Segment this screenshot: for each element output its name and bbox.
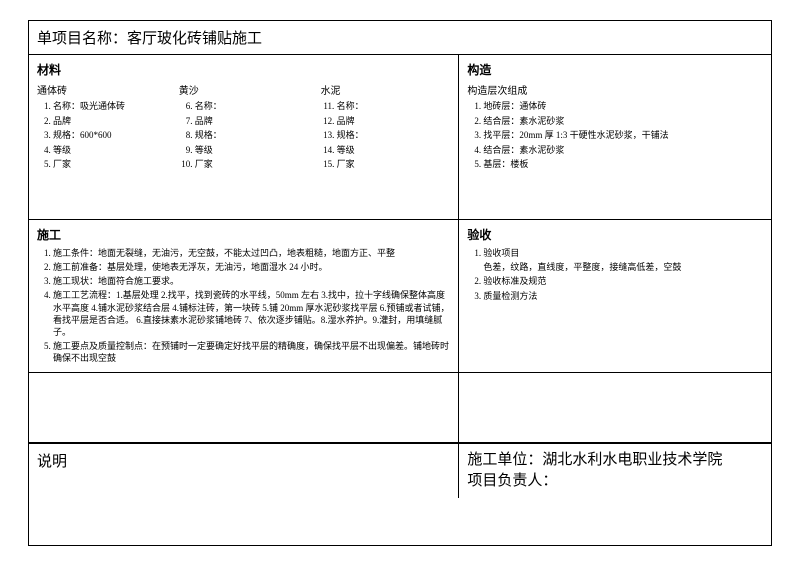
materials-group2-name: 黄沙 (179, 82, 309, 97)
row-spare (29, 373, 771, 443)
notes-cell: 说明 (29, 444, 459, 498)
list-item: 地砖层：通体砖 (483, 100, 763, 114)
list-item: 品牌 (53, 115, 167, 129)
project-title: 单项目名称：客厅玻化砖铺贴施工 (29, 21, 771, 55)
materials-group-cement: 水泥 名称： 品牌 规格： 等级 厂家 (321, 82, 451, 173)
spare-right (459, 373, 771, 442)
list-item: 结合层：素水泥砂浆 (483, 115, 763, 129)
structure-list: 地砖层：通体砖 结合层：素水泥砂浆 找平层：20mm 厚 1:3 干硬性水泥砂浆… (467, 100, 763, 172)
materials-group2-list: 名称： 品牌 规格： 等级 厂家 (179, 100, 309, 172)
materials-group-tile: 通体砖 名称：吸光通体砖 品牌 规格：600*600 等级 厂家 (37, 82, 167, 173)
materials-group-sand: 黄沙 名称： 品牌 规格： 等级 厂家 (179, 82, 309, 173)
materials-group1-list: 名称：吸光通体砖 品牌 规格：600*600 等级 厂家 (37, 100, 167, 172)
document-frame: 单项目名称：客厅玻化砖铺贴施工 材料 通体砖 名称：吸光通体砖 品牌 规格：60… (28, 20, 772, 546)
list-item: 品牌 (195, 115, 309, 129)
list-item: 等级 (195, 144, 309, 158)
spare-left (29, 373, 459, 442)
list-item: 厂家 (53, 158, 167, 172)
notes-heading: 说明 (37, 454, 67, 470)
list-item: 厂家 (337, 158, 451, 172)
structure-heading: 构造 (467, 61, 763, 78)
acceptance-heading: 验收 (467, 226, 763, 243)
construction-cell: 施工 施工条件：地面无裂缝，无油污，无空鼓，不能太过凹凸，地表粗糙，地面方正、平… (29, 220, 459, 372)
list-item: 施工前准备：基层处理，使地表无浮灰，无油污，地面湿水 24 小时。 (53, 261, 450, 273)
list-item: 施工条件：地面无裂缝，无油污，无空鼓，不能太过凹凸，地表粗糙，地面方正、平整 (53, 247, 450, 259)
materials-group3-name: 水泥 (321, 82, 451, 97)
project-person: 项目负责人： (467, 471, 763, 492)
materials-cell: 材料 通体砖 名称：吸光通体砖 品牌 规格：600*600 等级 厂家 黄沙 名… (29, 55, 459, 219)
materials-group3-list: 名称： 品牌 规格： 等级 厂家 (321, 100, 451, 172)
row-construction-acceptance: 施工 施工条件：地面无裂缝，无油污，无空鼓，不能太过凹凸，地表粗糙，地面方正、平… (29, 220, 771, 373)
list-item: 验收项目 色差，纹路，直线度，平整度，接缝高低差，空鼓 (483, 247, 763, 274)
list-item: 品牌 (337, 115, 451, 129)
row-footer: 说明 施工单位：湖北水利水电职业技术学院 项目负责人： (29, 443, 771, 498)
structure-sub: 构造层次组成 (467, 82, 763, 97)
list-item: 质量检测方法 (483, 290, 763, 304)
list-item: 施工工艺流程：1.基层处理 2.找平，找到瓷砖的水平线，50mm 左右 3.找中… (53, 289, 450, 338)
list-item: 名称： (337, 100, 451, 114)
acceptance-list: 验收项目 色差，纹路，直线度，平整度，接缝高低差，空鼓 验收标准及规范 质量检测… (467, 247, 763, 303)
list-item: 找平层：20mm 厚 1:3 干硬性水泥砂浆，干铺法 (483, 129, 763, 143)
materials-heading: 材料 (37, 61, 450, 78)
list-item: 验收标准及规范 (483, 275, 763, 289)
list-item: 名称：吸光通体砖 (53, 100, 167, 114)
list-item: 规格：600*600 (53, 129, 167, 143)
list-item: 施工现状：地面符合施工要求。 (53, 275, 450, 287)
construction-unit: 施工单位：湖北水利水电职业技术学院 (467, 450, 763, 471)
materials-group1-name: 通体砖 (37, 82, 167, 97)
acceptance-cell: 验收 验收项目 色差，纹路，直线度，平整度，接缝高低差，空鼓 验收标准及规范 质… (459, 220, 771, 372)
list-item: 规格： (195, 129, 309, 143)
list-item: 规格： (337, 129, 451, 143)
list-item: 名称： (195, 100, 309, 114)
list-item: 等级 (337, 144, 451, 158)
list-item: 等级 (53, 144, 167, 158)
list-item: 厂家 (195, 158, 309, 172)
construction-heading: 施工 (37, 226, 450, 243)
list-item: 结合层：素水泥砂浆 (483, 144, 763, 158)
row-materials-structure: 材料 通体砖 名称：吸光通体砖 品牌 规格：600*600 等级 厂家 黄沙 名… (29, 55, 771, 220)
materials-columns: 通体砖 名称：吸光通体砖 品牌 规格：600*600 等级 厂家 黄沙 名称： … (37, 82, 450, 173)
footer-cell: 施工单位：湖北水利水电职业技术学院 项目负责人： (459, 444, 771, 498)
construction-list: 施工条件：地面无裂缝，无油污，无空鼓，不能太过凹凸，地表粗糙，地面方正、平整 施… (37, 247, 450, 364)
list-item: 基层：楼板 (483, 158, 763, 172)
structure-cell: 构造 构造层次组成 地砖层：通体砖 结合层：素水泥砂浆 找平层：20mm 厚 1… (459, 55, 771, 219)
list-item: 施工要点及质量控制点：在预铺时一定要确定好找平层的精确度，确保找平层不出现偏差。… (53, 340, 450, 364)
